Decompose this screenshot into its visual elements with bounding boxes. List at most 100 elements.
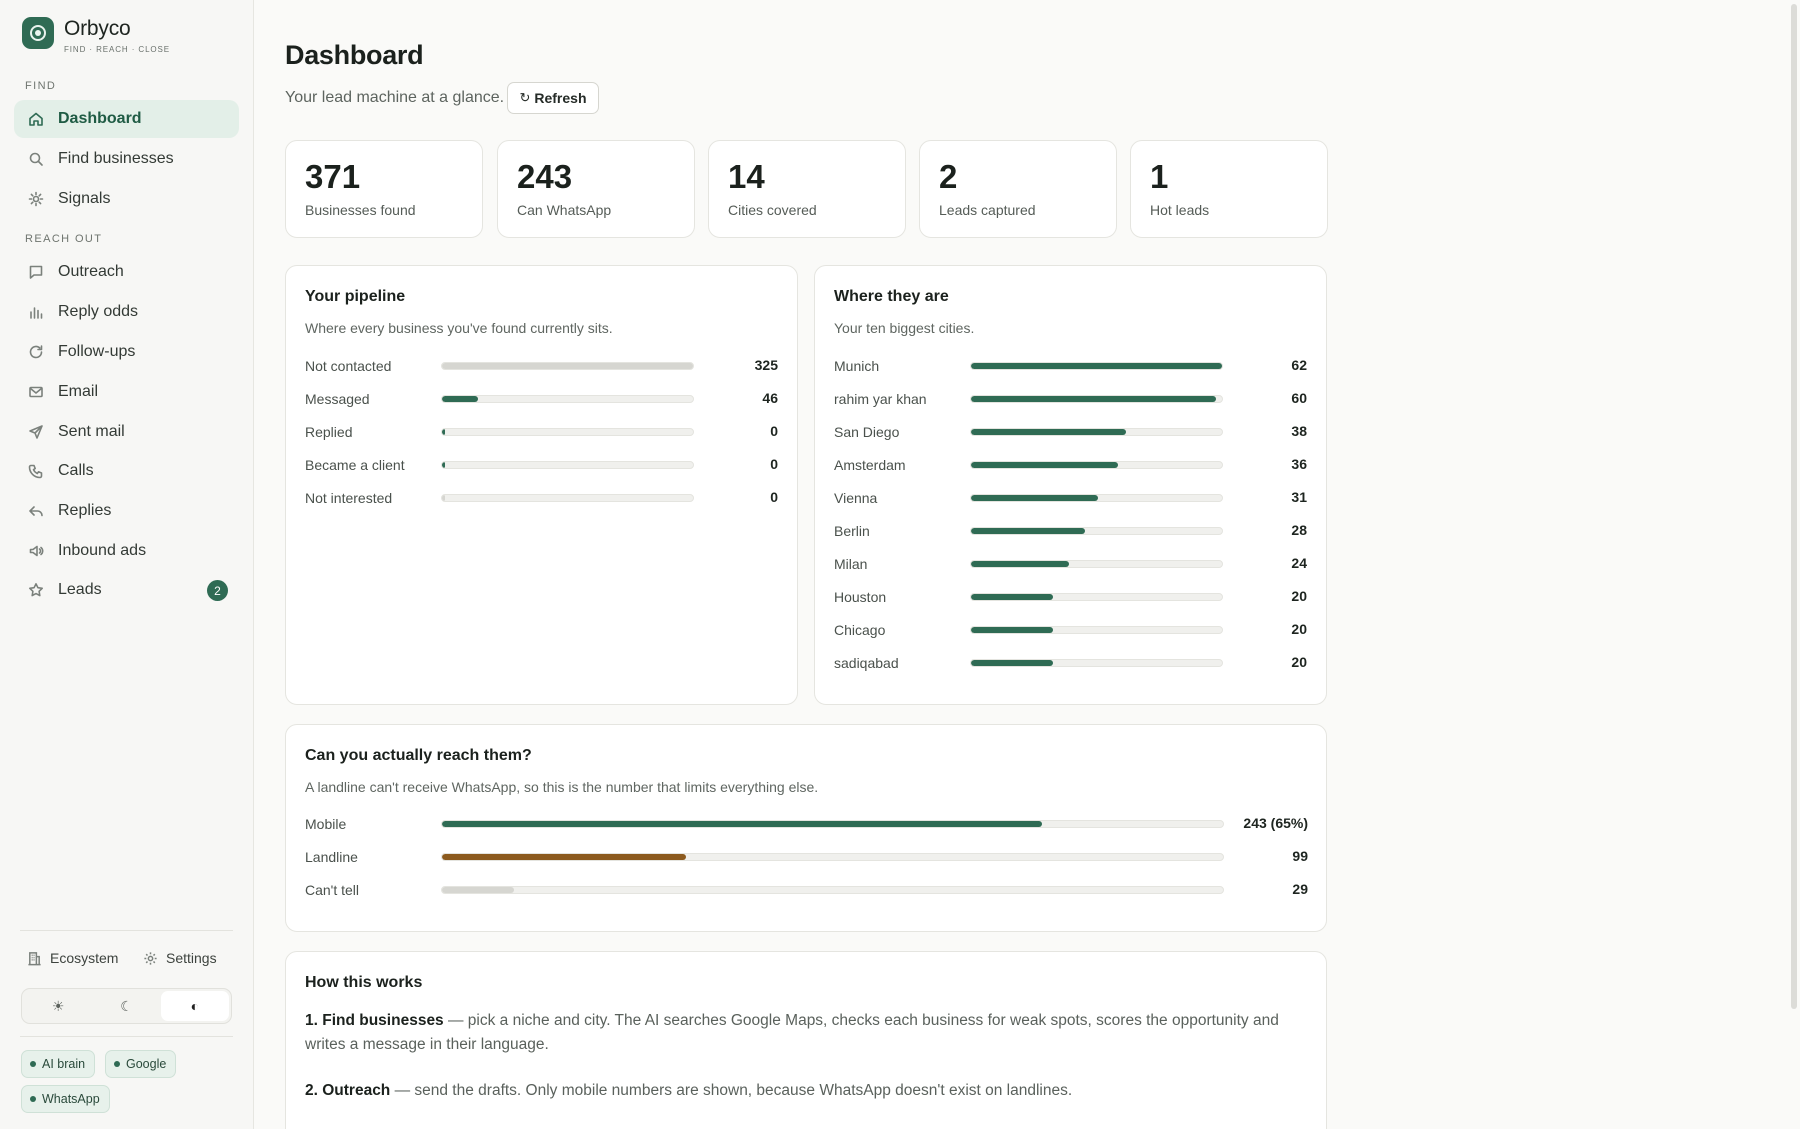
how-step-2: 2. Outreach — send the drafts. Only mobi… — [305, 1079, 1315, 1103]
bar-track — [970, 461, 1223, 469]
bar-label-wrap: sadiqabad — [834, 653, 899, 673]
sidebar-item-label: Calls — [58, 462, 94, 479]
sidebar: Orbyco FIND · REACH · CLOSE FIND Dashboa… — [0, 0, 254, 1129]
theme-light-option[interactable]: ☀ — [51, 997, 65, 1014]
page-scrollbar[interactable] — [1788, 0, 1800, 1129]
sidebar-item-reply-odds[interactable]: Reply odds — [14, 293, 239, 331]
bar-value: 31 — [1291, 489, 1307, 505]
bar-fill — [442, 495, 445, 501]
sidebar-item-dashboard[interactable]: Dashboard — [14, 100, 239, 138]
bar-label: Landline — [305, 849, 358, 865]
refresh-button[interactable]: ↻ Refresh — [507, 82, 599, 114]
stat-label: Leads captured — [939, 202, 1036, 218]
bar-fill — [442, 821, 1042, 827]
sidebar-item-label: Reply odds — [58, 303, 139, 320]
bar-label: Chicago — [834, 622, 886, 638]
bar-value: 20 — [1291, 654, 1307, 670]
sidebar-item-sent-mail[interactable]: Sent mail — [14, 413, 239, 451]
scrollbar-thumb[interactable] — [1791, 4, 1797, 1009]
pipeline-card: Your pipeline Where every business you'v… — [285, 265, 798, 705]
sidebar-item-follow-ups[interactable]: Follow-ups — [14, 333, 239, 371]
step-lead: 2. Outreach — [305, 1082, 391, 1099]
ecosystem-link[interactable]: Ecosystem — [27, 950, 118, 966]
bar-value: 0 — [770, 489, 778, 505]
leads-count-badge: 2 — [207, 580, 228, 601]
bar-label: Berlin — [834, 523, 870, 539]
bar-value: 24 — [1291, 555, 1307, 571]
gear-icon — [144, 951, 157, 965]
bar-value: 38 — [1291, 423, 1307, 439]
bar-label: Replied — [305, 424, 353, 440]
bar-track — [441, 428, 694, 436]
send-icon — [27, 423, 45, 441]
status-chip-ai-brain: AI brain — [21, 1050, 96, 1078]
brand-name: Orbyco — [64, 17, 131, 40]
bar-track — [970, 362, 1223, 370]
bar-label-wrap: Mobile — [305, 814, 346, 834]
chip-label: Google — [126, 1057, 167, 1071]
status-dot-icon — [30, 1061, 36, 1067]
refresh-label: Refresh — [534, 90, 587, 106]
sidebar-item-email[interactable]: Email — [14, 373, 239, 411]
bar-label-wrap: Houston — [834, 587, 886, 607]
bar-track — [441, 494, 694, 502]
bar-value: 46 — [762, 390, 778, 406]
bar-fill — [442, 887, 514, 893]
bar-label-wrap: Became a client — [305, 455, 405, 475]
bar-label: Amsterdam — [834, 457, 906, 473]
bar-track — [970, 626, 1223, 634]
sidebar-item-inbound-ads[interactable]: Inbound ads — [14, 532, 239, 570]
step-text: — pick a niche and city. The AI searches… — [305, 1012, 1279, 1053]
settings-link[interactable]: Settings — [143, 950, 217, 966]
sidebar-divider — [20, 1036, 233, 1037]
sidebar-item-calls[interactable]: Calls — [14, 452, 239, 490]
stat-label: Businesses found — [305, 202, 416, 218]
search-icon — [27, 150, 45, 168]
bar-value: 60 — [1291, 390, 1307, 406]
bar-label-wrap: Chicago — [834, 620, 885, 640]
bar-value: 28 — [1291, 522, 1307, 538]
bar-label: Milan — [834, 556, 868, 572]
stat-label: Cities covered — [728, 202, 817, 218]
bar-track — [441, 820, 1224, 828]
refresh-icon: ↻ — [519, 90, 531, 105]
megaphone-icon — [27, 542, 45, 560]
bar-label-wrap: Landline — [305, 847, 358, 867]
phone-icon — [27, 462, 45, 480]
theme-auto-option[interactable]: ◐ — [160, 991, 229, 1021]
bar-label-wrap: rahim yar khan — [834, 389, 927, 409]
bar-label-wrap: San Diego — [834, 422, 899, 442]
sidebar-item-label: Replies — [58, 502, 112, 519]
bar-track — [970, 593, 1223, 601]
bar-fill — [971, 429, 1127, 435]
page-title: Dashboard — [285, 40, 424, 70]
bar-track — [441, 886, 1224, 894]
sidebar-item-leads[interactable]: Leads 2 — [14, 571, 239, 609]
bar-track — [970, 494, 1223, 502]
bar-label: San Diego — [834, 424, 900, 440]
status-chip-whatsapp: WhatsApp — [21, 1085, 110, 1113]
card-title: Can you actually reach them? — [305, 747, 532, 764]
bar-track — [970, 428, 1223, 436]
bar-value: 99 — [1292, 848, 1308, 864]
bar-label: Can't tell — [305, 882, 360, 898]
bar-label: sadiqabad — [834, 655, 899, 671]
bar-fill — [442, 854, 687, 860]
sidebar-item-find-businesses[interactable]: Find businesses — [14, 140, 239, 178]
bar-value: 325 — [754, 357, 778, 373]
bar-value: 62 — [1291, 357, 1307, 373]
bar-chart-icon — [27, 303, 45, 321]
sidebar-item-signals[interactable]: Signals — [14, 180, 239, 218]
theme-dark-option[interactable]: ☾ — [120, 997, 133, 1014]
how-it-works-card: How this works 1. Find businesses — pick… — [285, 951, 1327, 1129]
sidebar-item-replies[interactable]: Replies — [14, 492, 239, 530]
orbyco-logo-icon — [22, 17, 54, 49]
card-title: How this works — [305, 974, 423, 991]
bar-value: 243 (65%) — [1243, 815, 1308, 831]
status-dot-icon — [30, 1096, 36, 1102]
bar-label: Mobile — [305, 816, 347, 832]
sidebar-item-outreach[interactable]: Outreach — [14, 253, 239, 291]
brand-tagline: FIND · REACH · CLOSE — [64, 45, 171, 54]
brand[interactable]: Orbyco FIND · REACH · CLOSE — [22, 16, 170, 54]
bar-value: 0 — [770, 423, 778, 439]
